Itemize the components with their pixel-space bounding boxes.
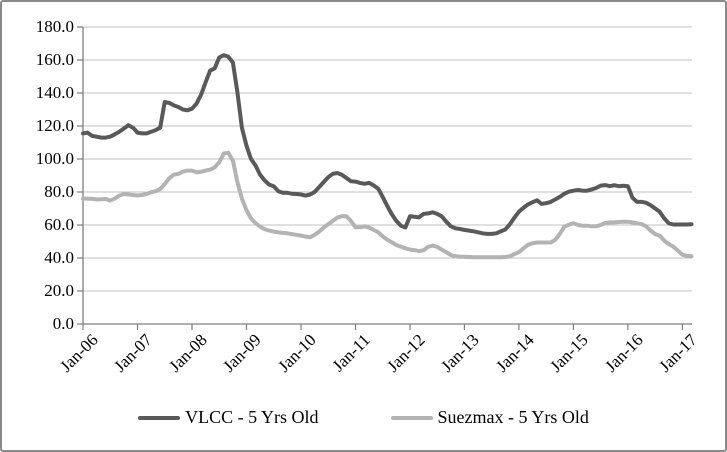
legend-label-vlcc: VLCC - 5 Yrs Old	[185, 407, 319, 427]
vlcc-line-swatch-icon	[138, 415, 181, 420]
y-axis-tick-label: 100.0	[35, 149, 74, 168]
y-axis-tick-label: 40.0	[44, 248, 74, 267]
y-axis-tick-label: 0.0	[52, 314, 74, 333]
y-axis-tick-label: 20.0	[44, 281, 74, 300]
y-axis-tick-label: 180.0	[35, 17, 74, 36]
legend-item-vlcc: VLCC - 5 Yrs Old	[138, 407, 319, 428]
y-axis-tick-label: 80.0	[44, 182, 74, 201]
y-axis-tick-label: 120.0	[35, 116, 74, 135]
vlcc-price-line	[81, 53, 694, 236]
legend-item-suezmax: Suezmax - 5 Yrs Old	[390, 407, 589, 428]
legend-label-suezmax: Suezmax - 5 Yrs Old	[437, 407, 589, 427]
y-axis-tick-label: 140.0	[35, 83, 74, 102]
y-axis-tick-label: 160.0	[35, 50, 74, 69]
suezmax-line-swatch-icon	[390, 415, 433, 420]
legend: VLCC - 5 Yrs Old Suezmax - 5 Yrs Old	[2, 407, 725, 428]
y-axis-tick-label: 60.0	[44, 215, 74, 234]
suezmax-price-line	[81, 150, 694, 260]
